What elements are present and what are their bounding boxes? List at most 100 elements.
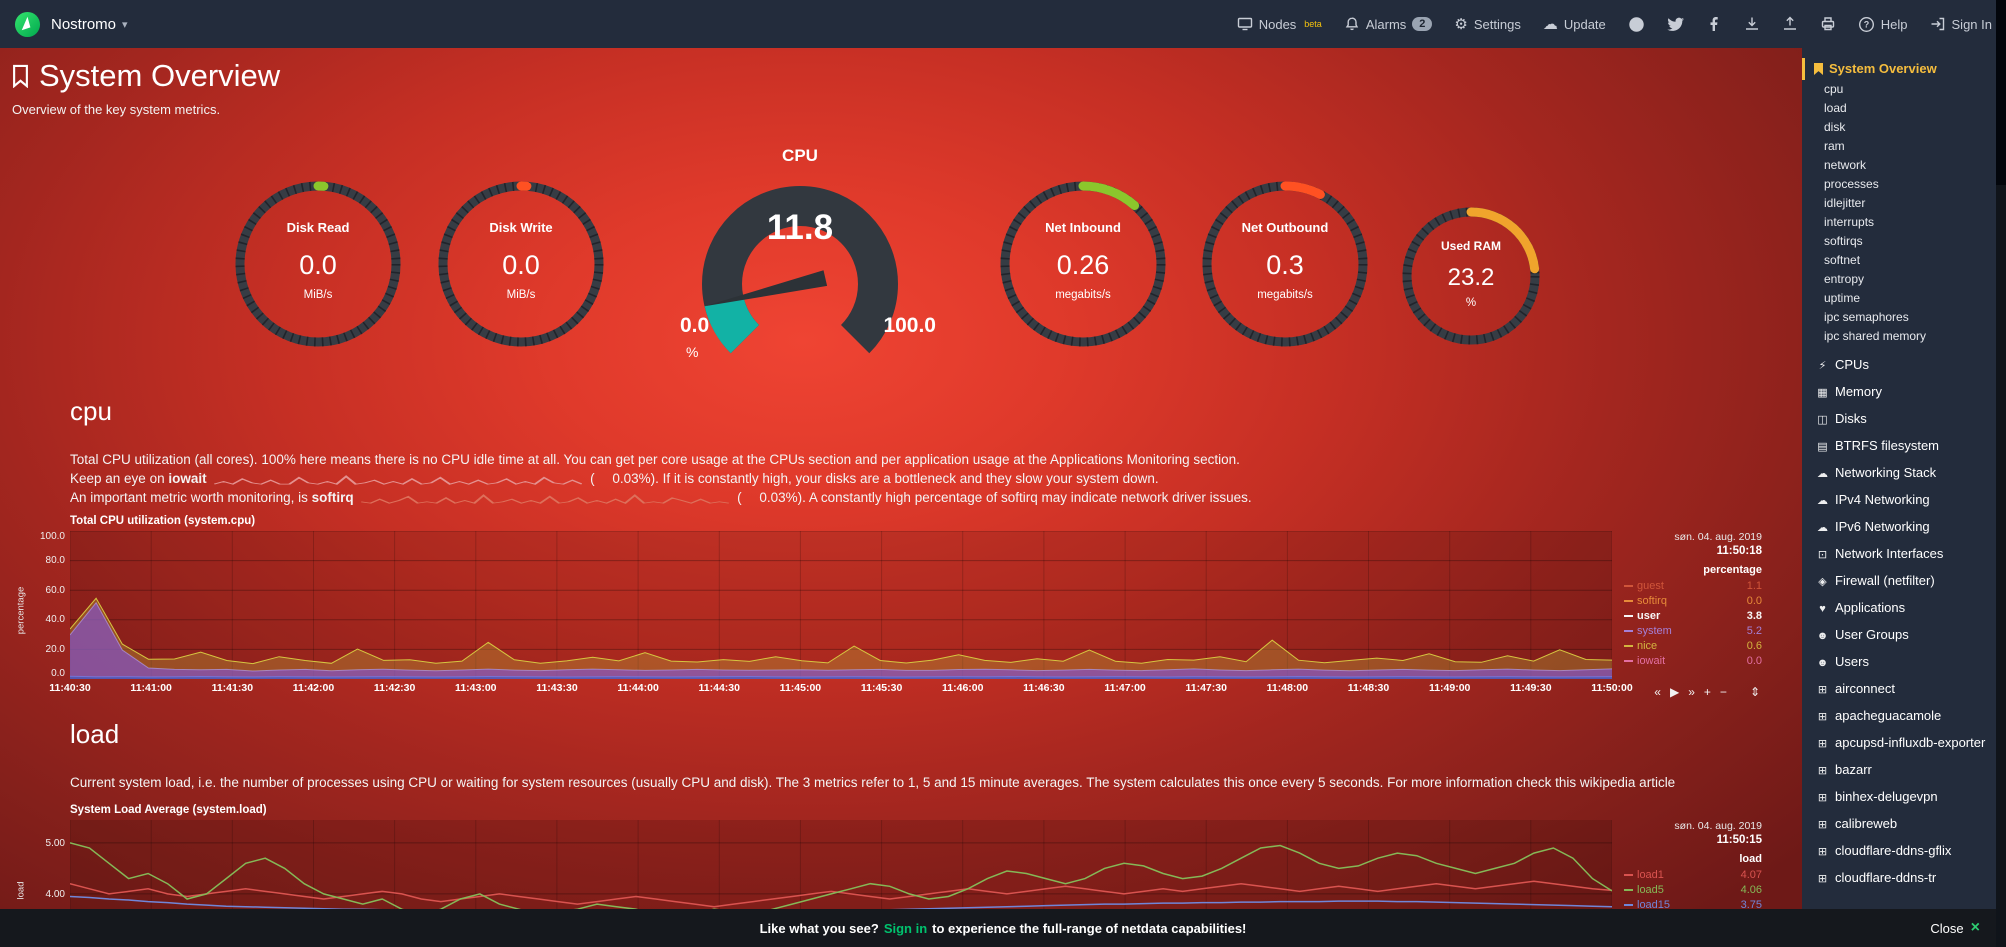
sidebar-subitem-disk[interactable]: disk [1824,120,1846,134]
sidebar-subitem-softnet[interactable]: softnet [1824,253,1861,267]
sidebar-item-apacheguacamole[interactable]: ⊞ apacheguacamole [1814,703,1996,730]
x-axis-tick: 11:45:30 [860,681,903,694]
fast-forward-icon[interactable]: » [1688,684,1695,699]
gauge-units: MiB/s [303,288,333,301]
signin-link[interactable]: Sign in [883,920,928,936]
page-header: System Overview Overview of the key syst… [12,58,280,117]
play-icon[interactable]: ▶ [1669,684,1680,699]
sidebar-subitem-ipc-semaphores[interactable]: ipc semaphores [1824,310,1909,324]
sidebar-item-apcupsd-influxdb-exporter[interactable]: ⊞ apcupsd-influxdb-exporter [1814,730,1996,757]
legend-row-iowait[interactable]: iowait 0.0 [1624,654,1762,669]
x-axis-tick: 11:47:00 [1104,681,1146,694]
y-axis-tick: 0.0 [51,667,65,679]
sidebar-item-networking-stack[interactable]: ☁ Networking Stack [1814,460,1996,487]
hdd-icon: ◫ [1817,414,1828,426]
sidebar-subitem-uptime[interactable]: uptime [1824,291,1861,305]
gauge-disk-write[interactable]: Disk Write 0.0 MiB/s [433,176,609,352]
legend-dash [1624,600,1633,603]
topbar-item-github[interactable] [1628,16,1645,33]
topbar-item-download[interactable] [1744,16,1760,32]
sidebar-subitem-ram[interactable]: ram [1824,139,1845,153]
page-scrollbar[interactable] [1996,0,2006,947]
topbar-item-settings[interactable]: ⚙ Settings [1454,17,1520,32]
sidebar-item-bazarr[interactable]: ⊞ bazarr [1814,757,1996,784]
sidebar-item-user-groups[interactable]: ☻ User Groups [1814,622,1996,649]
legend-row-guest[interactable]: guest 1.1 [1624,579,1762,594]
topbar-item-upload[interactable] [1782,16,1798,32]
gauge-used-ram[interactable]: Used RAM 23.2 % [1397,202,1545,350]
sidebar-item-applications[interactable]: ♥ Applications [1814,595,1996,622]
sidebar-item-airconnect[interactable]: ⊞ airconnect [1814,676,1996,703]
download-icon [1744,16,1760,32]
close-banner-button[interactable]: Close × [1930,919,1980,936]
sidebar-subitem-ipc-shared-memory[interactable]: ipc shared memory [1824,329,1927,343]
grid-icon: ⊞ [1817,873,1828,885]
gauge-value: 11.8 [766,208,834,247]
sidebar-item-cpus[interactable]: ⚡ CPUs [1814,352,1996,379]
sidebar-item-btrfs-filesystem[interactable]: ▤ BTRFS filesystem [1814,433,1996,460]
x-axis-tick: 11:43:30 [536,681,578,694]
sidebar-item-cloudflare-ddns-tr[interactable]: ⊞ cloudflare-ddns-tr [1814,865,1996,892]
legend-row-load15[interactable]: load15 3.75 [1624,898,1762,913]
resize-icon[interactable]: ⇕ [1749,684,1760,699]
gauge-value: 23.2 [1447,264,1495,292]
cpu-chart-yaxis: 100.0 80.0 60.0 40.0 20.0 0.0 [28,531,70,679]
cpu-desc-line3: An important metric worth monitoring, is… [70,489,1252,505]
zoom-in-icon[interactable]: + [1703,684,1711,699]
sidebar-item-cloudflare-ddns-gflix[interactable]: ⊞ cloudflare-ddns-gflix [1814,838,1996,865]
sidebar-subitem-processes[interactable]: processes [1824,177,1879,191]
topbar-item-nodes[interactable]: Nodes beta [1237,16,1322,32]
topbar-item-print[interactable] [1820,16,1836,32]
legend-row-load1[interactable]: load1 4.07 [1624,868,1762,883]
legend-row-nice[interactable]: nice 0.6 [1624,639,1762,654]
sidebar-item-ipv6-networking[interactable]: ☁ IPv6 Networking [1814,514,1996,541]
main-content: System Overview Overview of the key syst… [0,48,1802,947]
netdata-logo[interactable] [14,11,41,38]
sidebar-item-active-system-overview[interactable]: System Overview [1802,58,1996,80]
hostname-dropdown[interactable]: Nostromo ▾ [51,16,128,33]
cloud-icon: ☁ [1817,522,1828,534]
sidebar-subitem-network[interactable]: network [1824,158,1867,172]
gauge-net-outbound[interactable]: Net Outbound 0.3 megabits/s [1197,176,1373,352]
rewind-icon[interactable]: « [1654,684,1661,699]
gauge-max: 100.0 [883,314,936,337]
softirq-sparkline[interactable] [361,492,730,505]
sidebar-subitem-interrupts[interactable]: interrupts [1824,215,1875,229]
topbar-item-twitter[interactable] [1667,16,1684,33]
cpu-chart[interactable]: percentage 100.0 80.0 60.0 40.0 20.0 0.0 søn.… [14,530,1762,699]
zoom-out-icon[interactable]: − [1719,684,1727,699]
legend-row-user[interactable]: user 3.8 [1624,609,1762,624]
sidebar-item-users[interactable]: ☻ Users [1814,649,1996,676]
topbar-item-alarms[interactable]: Alarms 2 [1344,16,1433,32]
sidebar-subitem-softirqs[interactable]: softirqs [1824,234,1863,248]
scrollbar-thumb[interactable] [1996,0,2006,185]
legend-row-system[interactable]: system 5.2 [1624,624,1762,639]
legend-row-softirq[interactable]: softirq 0.0 [1624,594,1762,609]
svg-text:?: ? [1864,19,1870,29]
sidebar-subitem-cpu[interactable]: cpu [1824,82,1844,96]
topbar-item-help[interactable]: ? Help [1858,16,1908,33]
sidebar-item-ipv4-networking[interactable]: ☁ IPv4 Networking [1814,487,1996,514]
iowait-sparkline[interactable] [214,473,583,486]
sidebar-item-calibreweb[interactable]: ⊞ calibreweb [1814,811,1996,838]
gauge-cpu[interactable]: CPU 11.8 0.0 % 100.0 [650,146,950,391]
sidebar-item-network-interfaces[interactable]: ⊡ Network Interfaces [1814,541,1996,568]
sidebar-item-firewall-netfilter-[interactable]: ◈ Firewall (netfilter) [1814,568,1996,595]
sidebar-subitem-idlejitter[interactable]: idlejitter [1824,196,1866,210]
bolt-icon: ⚡ [1818,360,1827,372]
topbar-item-signin[interactable]: Sign In [1930,16,1992,32]
sidebar-subitem-load[interactable]: load [1824,101,1847,115]
legend-row-load5[interactable]: load5 4.06 [1624,883,1762,898]
sidebar-subitem-entropy[interactable]: entropy [1824,272,1865,286]
topbar-item-update[interactable]: ☁ Update [1543,17,1606,32]
topbar-item-facebook[interactable] [1706,16,1722,32]
cpu-chart-plot[interactable] [70,530,1612,679]
sidebar-item-disks[interactable]: ◫ Disks [1814,406,1996,433]
sidebar-item-memory[interactable]: ▦ Memory [1814,379,1996,406]
gauge-net-inbound[interactable]: Net Inbound 0.26 megabits/s [995,176,1171,352]
legend-dash [1624,630,1633,633]
sidebar-item-binhex-delugevpn[interactable]: ⊞ binhex-delugevpn [1814,784,1996,811]
bell-icon [1344,16,1360,32]
gauge-disk-read[interactable]: Disk Read 0.0 MiB/s [230,176,406,352]
y-axis-tick: 40.0 [45,614,65,626]
